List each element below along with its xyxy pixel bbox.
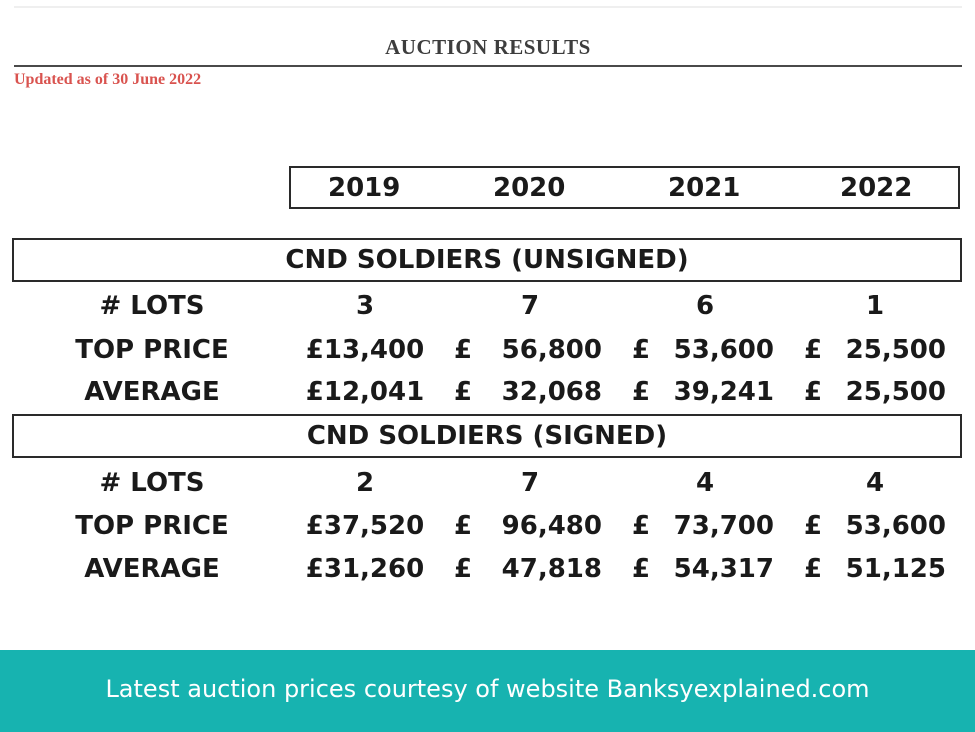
top-price-2019: £13,400 — [305, 335, 425, 365]
average-2019: £31,260 — [305, 554, 425, 584]
currency-symbol: £ — [632, 335, 651, 365]
section-unsigned-title: CND SOLDIERS (UNSIGNED) — [12, 238, 962, 282]
row-label-top-price: TOP PRICE — [75, 335, 229, 365]
average-2022: 51,125 — [845, 554, 946, 584]
row-label-lots: # LOTS — [99, 291, 205, 321]
row-label-average: AVERAGE — [84, 377, 220, 407]
average-2020: 47,818 — [501, 554, 602, 584]
top-price-2022: 25,500 — [845, 335, 946, 365]
top-price-2020: 56,800 — [501, 335, 602, 365]
year-2022-header: 2022 — [840, 173, 913, 203]
currency-symbol: £ — [454, 511, 473, 541]
currency-symbol: £ — [632, 511, 651, 541]
year-2021-header: 2021 — [668, 173, 741, 203]
footer-banner — [0, 650, 975, 732]
lots-2021: 6 — [695, 291, 715, 321]
row-label-top-price: TOP PRICE — [75, 511, 229, 541]
section-signed-title: CND SOLDIERS (SIGNED) — [12, 414, 962, 458]
currency-symbol: £ — [804, 554, 823, 584]
lots-2019: 2 — [355, 468, 375, 498]
lots-2020: 7 — [520, 468, 540, 498]
lots-2020: 7 — [520, 291, 540, 321]
year-2019-header: 2019 — [328, 173, 401, 203]
lots-2021: 4 — [695, 468, 715, 498]
top-price-2019: £37,520 — [305, 511, 425, 541]
currency-symbol: £ — [804, 335, 823, 365]
top-price-2022: 53,600 — [845, 511, 946, 541]
currency-symbol: £ — [454, 554, 473, 584]
lots-2022: 1 — [865, 291, 885, 321]
currency-symbol: £ — [632, 377, 651, 407]
updated-date: Updated as of 30 June 2022 — [14, 71, 202, 88]
page-title: AUCTION RESULTS — [385, 35, 591, 59]
currency-symbol: £ — [632, 554, 651, 584]
year-header-box — [289, 166, 960, 209]
row-label-lots: # LOTS — [99, 468, 205, 498]
currency-symbol: £ — [454, 335, 473, 365]
average-2022: 25,500 — [845, 377, 946, 407]
title-divider — [14, 65, 962, 67]
average-2021: 54,317 — [673, 554, 774, 584]
lots-2019: 3 — [355, 291, 375, 321]
top-price-2021: 73,700 — [673, 511, 774, 541]
currency-symbol: £ — [804, 511, 823, 541]
top-price-2021: 53,600 — [673, 335, 774, 365]
row-label-average: AVERAGE — [84, 554, 220, 584]
currency-symbol: £ — [454, 377, 473, 407]
year-2020-header: 2020 — [493, 173, 566, 203]
currency-symbol: £ — [804, 377, 823, 407]
top-price-2020: 96,480 — [501, 511, 602, 541]
average-2019: £12,041 — [305, 377, 425, 407]
lots-2022: 4 — [865, 468, 885, 498]
average-2020: 32,068 — [501, 377, 602, 407]
footer-caption: Latest auction prices courtesy of websit… — [105, 675, 870, 703]
top-divider — [14, 6, 962, 8]
average-2021: 39,241 — [673, 377, 774, 407]
